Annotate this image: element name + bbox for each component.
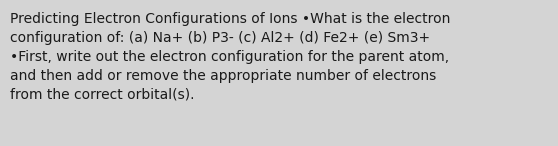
- Text: from the correct orbital(s).: from the correct orbital(s).: [10, 88, 195, 102]
- Text: •First, write out the electron configuration for the parent atom,: •First, write out the electron configura…: [10, 50, 449, 64]
- Text: Predicting Electron Configurations of Ions •What is the electron: Predicting Electron Configurations of Io…: [10, 12, 450, 26]
- Text: configuration of: (a) Na+ (b) P3- (c) Al2+ (d) Fe2+ (e) Sm3+: configuration of: (a) Na+ (b) P3- (c) Al…: [10, 31, 430, 45]
- Text: and then add or remove the appropriate number of electrons: and then add or remove the appropriate n…: [10, 69, 436, 83]
